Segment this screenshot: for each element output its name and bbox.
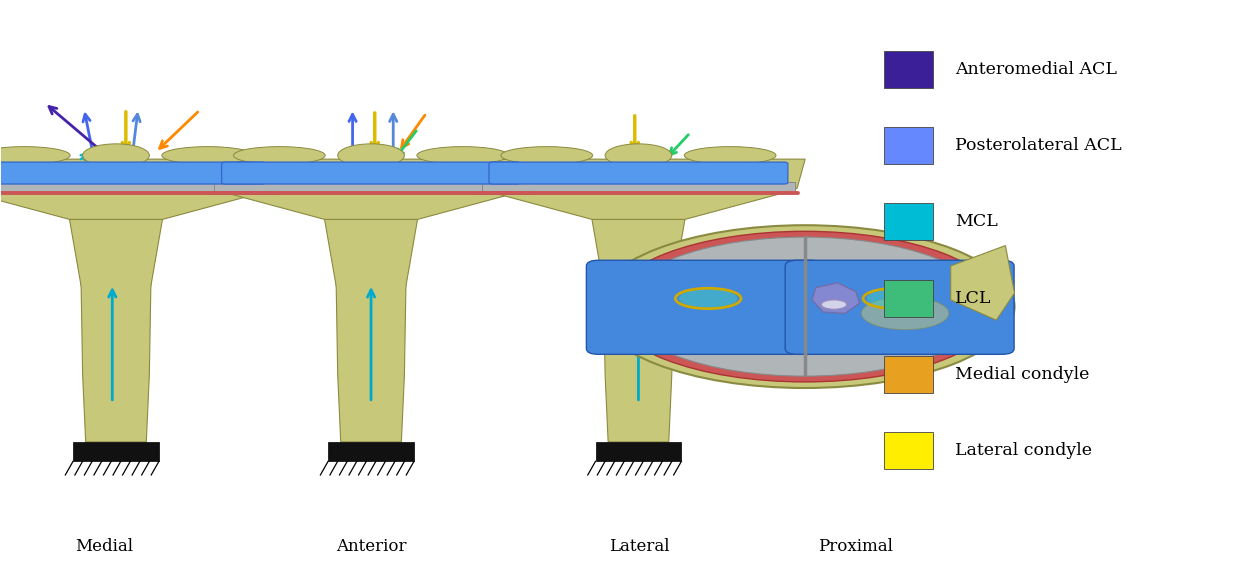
FancyBboxPatch shape	[215, 182, 527, 193]
Ellipse shape	[337, 144, 404, 167]
Ellipse shape	[821, 300, 847, 310]
FancyBboxPatch shape	[884, 356, 932, 393]
Polygon shape	[69, 219, 163, 442]
FancyBboxPatch shape	[785, 260, 1014, 354]
Text: Posterolateral ACL: Posterolateral ACL	[955, 137, 1121, 154]
Ellipse shape	[684, 147, 776, 164]
Text: MCL: MCL	[955, 214, 998, 231]
FancyBboxPatch shape	[0, 162, 266, 184]
FancyBboxPatch shape	[0, 182, 273, 193]
FancyBboxPatch shape	[489, 162, 788, 184]
Text: Medial condyle: Medial condyle	[955, 366, 1089, 383]
FancyBboxPatch shape	[884, 432, 932, 469]
Bar	[73, 442, 159, 461]
Polygon shape	[472, 159, 805, 219]
Text: Anteromedial ACL: Anteromedial ACL	[955, 61, 1116, 78]
Ellipse shape	[605, 144, 672, 167]
Bar	[595, 442, 682, 461]
Polygon shape	[204, 159, 537, 219]
Ellipse shape	[679, 289, 737, 308]
Ellipse shape	[501, 147, 593, 164]
Polygon shape	[592, 219, 685, 442]
Ellipse shape	[83, 144, 149, 167]
Text: LCL: LCL	[955, 290, 992, 307]
Ellipse shape	[861, 297, 948, 329]
Text: Lateral: Lateral	[609, 538, 669, 556]
Ellipse shape	[162, 147, 253, 164]
Bar	[329, 442, 414, 461]
Polygon shape	[0, 159, 283, 219]
FancyBboxPatch shape	[884, 280, 932, 316]
Ellipse shape	[622, 237, 987, 376]
FancyBboxPatch shape	[482, 182, 795, 193]
FancyBboxPatch shape	[884, 51, 932, 87]
Text: Lateral condyle: Lateral condyle	[955, 442, 1092, 460]
Text: Medial: Medial	[74, 538, 132, 556]
Polygon shape	[951, 245, 1014, 320]
Ellipse shape	[595, 225, 1014, 388]
Polygon shape	[325, 219, 417, 442]
Ellipse shape	[609, 231, 1000, 382]
FancyBboxPatch shape	[221, 162, 520, 184]
Ellipse shape	[233, 147, 325, 164]
FancyBboxPatch shape	[884, 127, 932, 164]
FancyBboxPatch shape	[587, 260, 823, 354]
Polygon shape	[813, 283, 860, 314]
Text: Anterior: Anterior	[336, 538, 406, 556]
Text: Proximal: Proximal	[818, 538, 893, 556]
Ellipse shape	[417, 147, 509, 164]
Ellipse shape	[0, 147, 70, 164]
Ellipse shape	[867, 289, 925, 308]
FancyBboxPatch shape	[884, 203, 932, 240]
